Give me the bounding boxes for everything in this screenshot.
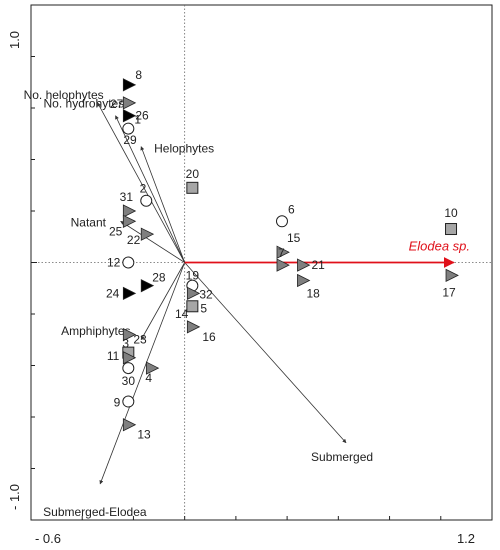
vector-arrow-no-helophytes bbox=[97, 102, 186, 263]
x-tick-label-right: 1.2 bbox=[457, 531, 475, 546]
point-31-triangle-marker bbox=[122, 204, 137, 218]
point-30-circle-marker bbox=[122, 362, 135, 375]
point-1-circle-marker bbox=[122, 122, 135, 135]
vector-label-natant: Natant bbox=[71, 215, 107, 229]
point-13-triangle-marker bbox=[122, 418, 137, 432]
vector-arrow-amphiphytes bbox=[140, 262, 186, 341]
point-22-triangle-marker bbox=[140, 227, 155, 241]
y-tick-label-top: 1.0 bbox=[7, 31, 22, 49]
point-6-circle-marker bbox=[275, 215, 288, 228]
point-12-circle-marker bbox=[122, 256, 135, 269]
point-24-label: 24 bbox=[106, 286, 120, 300]
site-points: 8 27 261 29 20 2 31 25 22 12 6 10 157 21 18 17 28 24 19 325… bbox=[106, 68, 459, 442]
point-27-label: 27 bbox=[110, 97, 124, 111]
point-18-triangle-marker bbox=[297, 273, 311, 288]
point-9-circle-marker bbox=[122, 395, 135, 408]
point-12-label: 12 bbox=[107, 256, 121, 270]
point-11-triangle-marker bbox=[122, 351, 137, 365]
point-32-label: 32 bbox=[199, 287, 213, 301]
point-7-label: 7 bbox=[278, 246, 285, 260]
point-23-label: 23 bbox=[133, 333, 147, 347]
point-19-label: 19 bbox=[186, 269, 200, 283]
point-5-label: 5 bbox=[200, 301, 207, 315]
vector-arrow-helophytes bbox=[140, 146, 186, 263]
point-21-label: 21 bbox=[311, 258, 325, 272]
vector-arrow-submerged-elodea bbox=[99, 262, 186, 485]
vector-arrow-submerged bbox=[184, 262, 347, 444]
point-24-triangle-marker bbox=[122, 286, 137, 301]
point-3-triangle-marker bbox=[122, 327, 137, 342]
point-18-label: 18 bbox=[306, 287, 320, 301]
point-31-label: 31 bbox=[120, 190, 134, 204]
axis-ticks bbox=[30, 4, 493, 521]
point-10-label: 10 bbox=[444, 206, 458, 220]
point-27-triangle-marker bbox=[122, 96, 137, 110]
point-8-triangle-marker bbox=[122, 78, 137, 92]
vector-label-elodea-sp: Elodea sp. bbox=[409, 239, 470, 254]
vector-label-no-helophytes: No. helophytes bbox=[24, 88, 104, 102]
vector-label-amphiphytes: Amphiphytes bbox=[61, 324, 130, 338]
point-30-label: 30 bbox=[122, 374, 136, 388]
point-26-triangle-marker bbox=[122, 109, 137, 123]
point-6-label: 6 bbox=[288, 202, 295, 216]
point-15-label: 15 bbox=[287, 231, 301, 245]
point-11-label: 11 bbox=[107, 349, 120, 363]
point-3-label: 3 bbox=[122, 337, 129, 351]
point-20-label: 20 bbox=[186, 167, 200, 181]
point-22-label: 22 bbox=[127, 233, 141, 247]
point-15-triangle-marker bbox=[276, 245, 290, 259]
point-32-triangle-marker bbox=[186, 286, 201, 301]
point-17-triangle-marker bbox=[445, 268, 459, 283]
point-2-circle-marker bbox=[140, 194, 153, 207]
point-13-label: 13 bbox=[137, 428, 151, 442]
vector-label-helophytes: Helophytes bbox=[154, 142, 214, 156]
point-8-label: 8 bbox=[135, 68, 142, 82]
vector-label-no-hydrohytes: No. hydrohytes bbox=[44, 97, 125, 111]
vector-label-submerged: Submerged bbox=[311, 450, 373, 464]
point-20-square-marker bbox=[186, 181, 199, 194]
point-25-triangle-marker bbox=[122, 214, 137, 228]
point-28-label: 28 bbox=[152, 271, 166, 285]
point-17-label: 17 bbox=[442, 285, 456, 299]
vector-label-submerged-elodea: Submerged-Elodea bbox=[43, 505, 147, 519]
vector-arrow-natant bbox=[120, 220, 185, 263]
point-16-label: 16 bbox=[202, 330, 216, 344]
point-4-triangle-marker bbox=[145, 361, 160, 375]
point-26-label: 26 bbox=[135, 109, 149, 123]
point-1-label: 1 bbox=[134, 113, 141, 127]
point-16-triangle-marker bbox=[186, 320, 201, 334]
point-10-square-marker bbox=[445, 223, 458, 236]
point-7-triangle-marker bbox=[276, 258, 290, 272]
point-25-label: 25 bbox=[109, 224, 123, 238]
point-28-triangle-marker bbox=[140, 279, 155, 293]
point-29-label: 29 bbox=[123, 133, 137, 147]
point-14-label: 14 bbox=[175, 307, 189, 321]
x-tick-label-left: - 0.6 bbox=[35, 531, 61, 546]
vector-arrow-no-hydrohytes bbox=[115, 115, 186, 263]
y-tick-label-bottom: - 1.0 bbox=[7, 484, 22, 510]
point-2-label: 2 bbox=[140, 182, 147, 196]
point-9-label: 9 bbox=[114, 396, 121, 410]
point-5-square-marker bbox=[186, 300, 199, 313]
point-21-triangle-marker bbox=[297, 258, 311, 272]
point-4-label: 4 bbox=[145, 371, 152, 385]
